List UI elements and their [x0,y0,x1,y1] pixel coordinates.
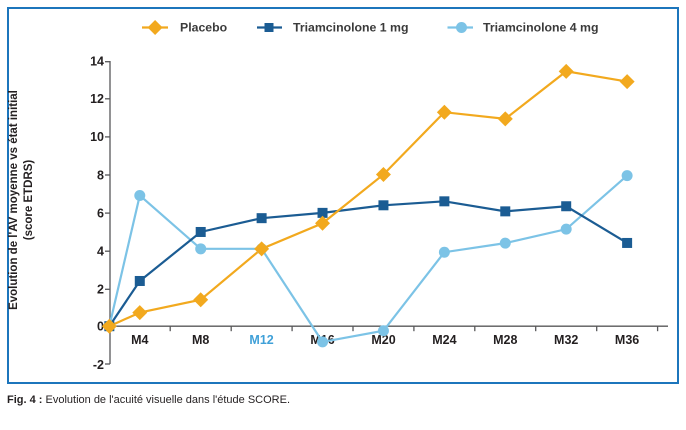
svg-text:Triamcinolone 4 mg: Triamcinolone 4 mg [483,21,598,35]
svg-text:M28: M28 [493,333,517,347]
svg-text:M36: M36 [615,333,639,347]
svg-text:2: 2 [97,283,104,297]
svg-text:8: 8 [97,169,104,183]
svg-text:Triamcinolone 1 mg: Triamcinolone 1 mg [293,21,408,35]
svg-text:12: 12 [90,92,104,106]
svg-text:6: 6 [97,207,104,221]
svg-text:14: 14 [90,55,104,69]
svg-text:Placebo: Placebo [180,21,228,35]
svg-text:10: 10 [90,130,104,144]
svg-text:M32: M32 [554,333,578,347]
svg-text:-2: -2 [93,358,104,372]
svg-text:M8: M8 [192,333,209,347]
svg-text:M4: M4 [131,333,148,347]
svg-text:M24: M24 [432,333,456,347]
svg-text:M12: M12 [249,333,273,347]
svg-text:4: 4 [97,245,104,259]
